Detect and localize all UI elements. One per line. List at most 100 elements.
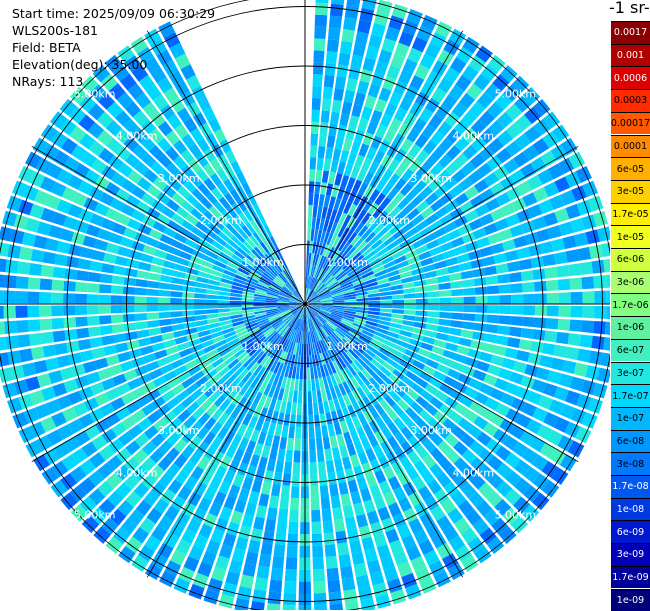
- gate-cell: [487, 305, 499, 313]
- gate-cell: [346, 127, 356, 140]
- gate-cell: [137, 329, 150, 338]
- gate-cell: [322, 170, 329, 183]
- gate-cell: [45, 238, 59, 251]
- gate-cell: [182, 298, 194, 303]
- gate-cell: [449, 328, 462, 336]
- gate-cell: [531, 256, 544, 268]
- gate-cell: [115, 256, 128, 266]
- gate-cell: [171, 317, 184, 324]
- colorbar-label: 1.7e-09: [612, 572, 648, 583]
- gate-cell: [54, 254, 68, 266]
- gate-cell: [314, 26, 326, 39]
- gate-cell: [475, 314, 487, 322]
- gate-cell: [509, 272, 522, 282]
- colorbar-label: 3e-06: [617, 277, 644, 288]
- gate-cell: [468, 250, 481, 260]
- gate-cell: [487, 285, 499, 294]
- gate-cell: [452, 297, 464, 304]
- gate-cell: [322, 509, 332, 522]
- colorbar-cell: 1e-08: [611, 498, 650, 521]
- gate-cell: [351, 55, 364, 69]
- gate-cell: [463, 288, 475, 296]
- gate-cell: [256, 505, 267, 518]
- gate-cell: [311, 510, 321, 522]
- gate-cell: [308, 415, 314, 427]
- gate-cell: [509, 327, 522, 337]
- colorbar-cell: 0.001: [611, 44, 650, 67]
- gate-cell: [337, 542, 349, 555]
- gate-cell: [52, 318, 65, 329]
- gate-cell: [490, 355, 504, 366]
- gate-cell: [464, 305, 476, 312]
- gate-cell: [78, 339, 91, 350]
- gate-cell: [340, 41, 353, 54]
- gate-cell: [194, 310, 206, 315]
- ring-label: 5.00km: [495, 508, 537, 521]
- gate-cell: [245, 502, 257, 516]
- gate-cell: [437, 275, 450, 283]
- colorbar-cell: 1e-09: [611, 589, 650, 611]
- gate-cell: [308, 391, 313, 403]
- gate-cell: [521, 328, 534, 339]
- gate-cell: [339, 113, 349, 126]
- gate-cell: [427, 284, 439, 291]
- gate-cell: [293, 391, 298, 403]
- gate-cell: [242, 477, 253, 491]
- colorbar-cell: 6e-06: [611, 248, 650, 271]
- ring-label: 3.00km: [158, 424, 200, 437]
- gate-cell: [63, 305, 75, 315]
- gate-cell: [271, 484, 281, 497]
- gate-cell: [325, 63, 336, 76]
- gate-cell: [183, 286, 195, 292]
- gate-cell: [511, 294, 523, 303]
- gate-cell: [314, 38, 326, 50]
- gate-cell: [272, 435, 280, 448]
- gate-cell: [330, 160, 338, 173]
- gate-cell: [491, 243, 505, 254]
- gate-cell: [273, 472, 282, 485]
- gate-cell: [534, 317, 547, 328]
- gate-cell: [403, 288, 415, 294]
- gate-cell: [287, 438, 294, 450]
- gate-cell: [259, 493, 270, 506]
- gate-cell: [284, 581, 297, 594]
- colorbar-cell: 1e-05: [611, 225, 650, 248]
- gate-cell: [41, 265, 54, 277]
- gate-cell: [332, 100, 342, 113]
- gate-cell: [170, 305, 182, 311]
- gate-cell: [342, 29, 355, 43]
- gate-cell: [80, 247, 94, 259]
- gate-cell: [312, 98, 321, 110]
- gate-cell: [63, 317, 76, 328]
- gate-cell: [344, 90, 355, 104]
- gate-cell: [264, 470, 274, 483]
- gate-cell: [311, 134, 319, 146]
- gate-cell: [161, 332, 174, 341]
- gate-cell: [311, 110, 320, 122]
- gate-cell: [307, 379, 311, 391]
- gate-cell: [195, 288, 207, 294]
- gate-cell: [341, 493, 352, 506]
- gate-cell: [523, 306, 535, 316]
- gate-cell: [321, 497, 331, 510]
- gate-cell: [261, 542, 273, 555]
- gate-cell: [134, 305, 146, 312]
- gate-cell: [487, 295, 499, 303]
- gate-cell: [470, 340, 483, 350]
- gate-cell: [319, 194, 325, 206]
- gate-cell: [300, 355, 303, 367]
- ring-label: 5.00km: [74, 508, 116, 521]
- gate-cell: [334, 459, 343, 472]
- gate-cell: [306, 344, 309, 356]
- gate-cell: [28, 319, 41, 331]
- gate-cell: [521, 270, 534, 281]
- gate-cell: [89, 261, 102, 272]
- gate-cell: [319, 473, 328, 486]
- gate-cell: [53, 267, 66, 279]
- gate-cell: [319, 134, 327, 147]
- gate-cell: [425, 324, 438, 332]
- gate-cell: [343, 505, 354, 518]
- gate-cell: [39, 292, 51, 303]
- ring-label: 2.00km: [368, 382, 410, 395]
- gate-cell: [242, 304, 254, 307]
